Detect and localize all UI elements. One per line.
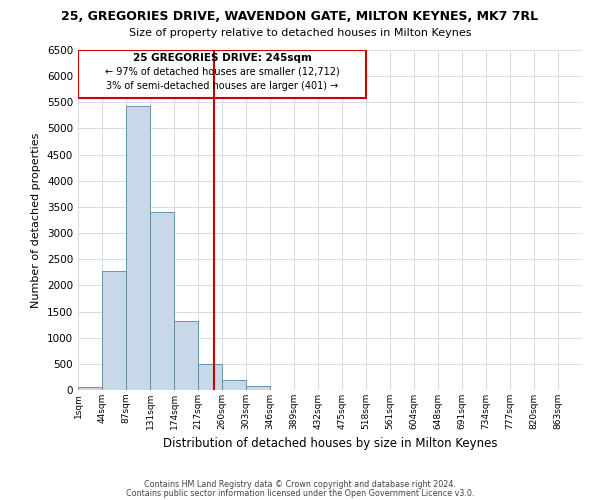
Text: Contains public sector information licensed under the Open Government Licence v3: Contains public sector information licen… <box>126 488 474 498</box>
Text: Size of property relative to detached houses in Milton Keynes: Size of property relative to detached ho… <box>129 28 471 38</box>
Bar <box>126 106 150 390</box>
Y-axis label: Number of detached properties: Number of detached properties <box>31 132 41 308</box>
Bar <box>78 388 102 390</box>
Bar <box>151 212 175 390</box>
Text: 3% of semi-detached houses are larger (401) →: 3% of semi-detached houses are larger (4… <box>106 80 338 90</box>
Text: ← 97% of detached houses are smaller (12,712): ← 97% of detached houses are smaller (12… <box>104 67 340 77</box>
Bar <box>222 380 246 390</box>
X-axis label: Distribution of detached houses by size in Milton Keynes: Distribution of detached houses by size … <box>163 438 497 450</box>
Text: 25, GREGORIES DRIVE, WAVENDON GATE, MILTON KEYNES, MK7 7RL: 25, GREGORIES DRIVE, WAVENDON GATE, MILT… <box>61 10 539 23</box>
Bar <box>246 386 270 390</box>
Bar <box>78 50 366 98</box>
Bar <box>102 272 126 390</box>
Text: 25 GREGORIES DRIVE: 245sqm: 25 GREGORIES DRIVE: 245sqm <box>133 54 311 64</box>
Bar <box>198 364 222 390</box>
Text: Contains HM Land Registry data © Crown copyright and database right 2024.: Contains HM Land Registry data © Crown c… <box>144 480 456 489</box>
Bar <box>175 322 198 390</box>
